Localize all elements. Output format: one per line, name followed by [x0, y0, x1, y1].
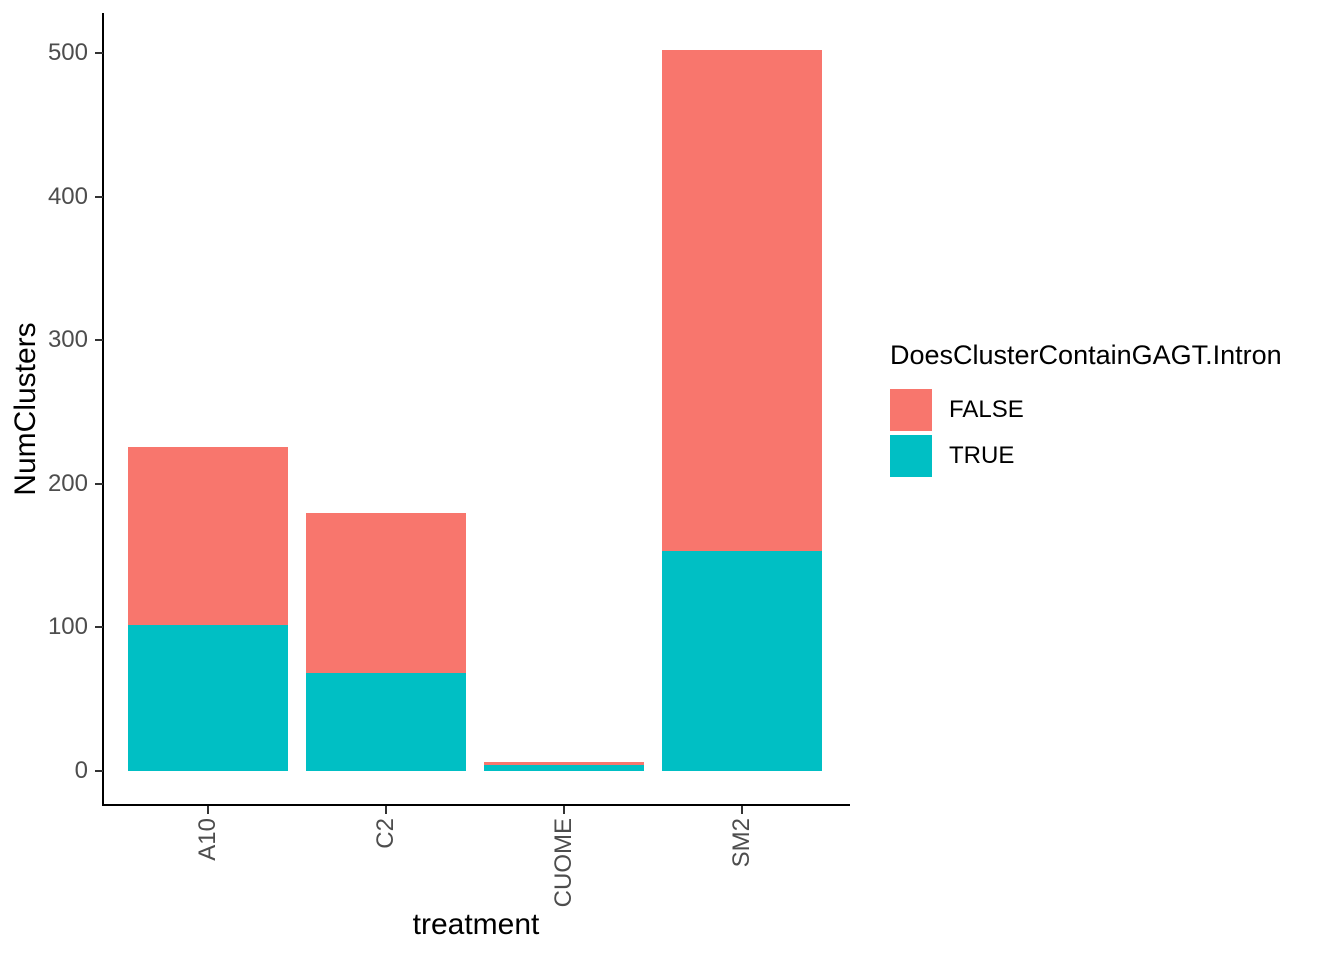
x-tick-label: CUOME: [550, 818, 577, 908]
legend-label: TRUE: [949, 442, 1015, 469]
y-axis-line: [102, 13, 104, 806]
bar-a10-true-segment: [128, 624, 288, 771]
legend-swatch-true: [890, 435, 932, 477]
x-axis-line: [102, 804, 850, 806]
y-tick-label: 400: [47, 182, 88, 210]
y-tick-label: 300: [47, 326, 88, 354]
legend-item-false: FALSE: [890, 389, 1282, 431]
y-tick-mark: [95, 195, 103, 198]
x-axis-title: treatment: [412, 908, 540, 941]
bar-sm2-false-segment: [662, 50, 822, 552]
legend: DoesClusterContainGAGT.Intron FALSE TRUE: [890, 340, 1282, 481]
legend-item-true: TRUE: [890, 435, 1282, 477]
y-tick-mark: [95, 770, 103, 772]
x-tick-label: SM2: [728, 818, 755, 868]
bar-c2-false-segment: [306, 512, 466, 674]
x-tick-mark: [563, 806, 565, 814]
bar-cuome-false-segment: [484, 762, 644, 766]
legend-items: FALSE TRUE: [890, 389, 1282, 477]
legend-swatch-false: [890, 389, 932, 431]
y-tick-label: 500: [47, 39, 88, 66]
legend-title: DoesClusterContainGAGT.Intron: [890, 340, 1282, 370]
y-tick-mark: [95, 482, 103, 485]
y-tick-label: 0: [74, 757, 88, 784]
bar-cuome-true-segment: [484, 765, 644, 771]
x-tick-mark: [741, 806, 743, 814]
x-tick-label: A10: [194, 818, 221, 861]
y-tick-label: 200: [47, 469, 88, 497]
y-tick-mark: [95, 339, 103, 342]
y-tick-mark: [95, 52, 103, 54]
bar-c2-true-segment: [306, 673, 466, 771]
legend-label: FALSE: [949, 396, 1024, 423]
y-tick-mark: [95, 626, 103, 629]
x-tick-mark: [385, 806, 387, 814]
x-tick-label: C2: [372, 818, 399, 849]
y-tick-label: 100: [47, 613, 88, 641]
bar-a10-false-segment: [128, 446, 288, 625]
bar-sm2-true-segment: [662, 551, 822, 771]
x-tick-mark: [207, 806, 209, 814]
y-axis-title: NumClusters: [9, 322, 42, 496]
